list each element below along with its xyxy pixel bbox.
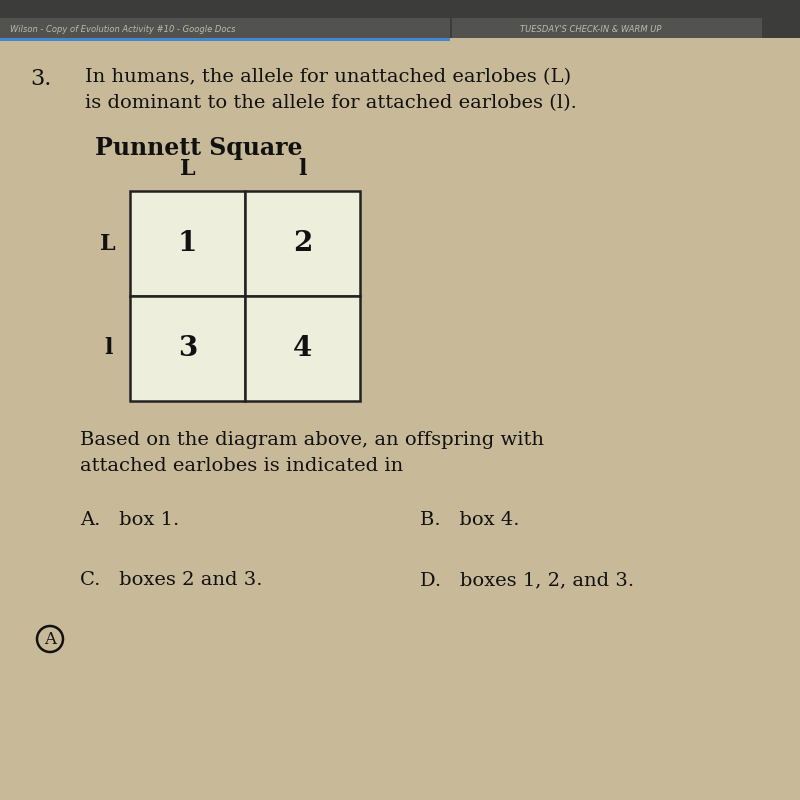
Text: L: L xyxy=(100,233,116,254)
FancyBboxPatch shape xyxy=(245,191,360,296)
Text: L: L xyxy=(180,158,195,180)
Text: Wilson - Copy of Evolution Activity #10 - Google Docs: Wilson - Copy of Evolution Activity #10 … xyxy=(10,25,235,34)
FancyBboxPatch shape xyxy=(130,191,245,296)
Text: TUESDAY'S CHECK-IN & WARM UP: TUESDAY'S CHECK-IN & WARM UP xyxy=(520,25,662,34)
Text: l: l xyxy=(298,158,306,180)
Text: Punnett Square: Punnett Square xyxy=(95,136,302,160)
FancyBboxPatch shape xyxy=(130,296,245,401)
FancyBboxPatch shape xyxy=(0,38,450,41)
Text: 3.: 3. xyxy=(30,68,51,90)
Text: is dominant to the allele for attached earlobes (l).: is dominant to the allele for attached e… xyxy=(85,94,577,112)
Text: 4: 4 xyxy=(293,335,312,362)
FancyBboxPatch shape xyxy=(0,18,450,38)
Text: l: l xyxy=(104,338,112,359)
Text: 2: 2 xyxy=(293,230,312,257)
Text: 1: 1 xyxy=(178,230,197,257)
Text: C.   boxes 2 and 3.: C. boxes 2 and 3. xyxy=(80,571,262,589)
Text: D.   boxes 1, 2, and 3.: D. boxes 1, 2, and 3. xyxy=(420,571,634,589)
FancyBboxPatch shape xyxy=(0,0,800,38)
Text: 3: 3 xyxy=(178,335,197,362)
FancyBboxPatch shape xyxy=(452,18,762,38)
Text: Based on the diagram above, an offspring with: Based on the diagram above, an offspring… xyxy=(80,431,544,449)
FancyBboxPatch shape xyxy=(245,296,360,401)
Text: B.   box 4.: B. box 4. xyxy=(420,511,519,529)
Text: attached earlobes is indicated in: attached earlobes is indicated in xyxy=(80,457,403,475)
Text: A: A xyxy=(44,630,56,647)
Text: In humans, the allele for unattached earlobes (L): In humans, the allele for unattached ear… xyxy=(85,68,571,86)
Text: A.   box 1.: A. box 1. xyxy=(80,511,179,529)
